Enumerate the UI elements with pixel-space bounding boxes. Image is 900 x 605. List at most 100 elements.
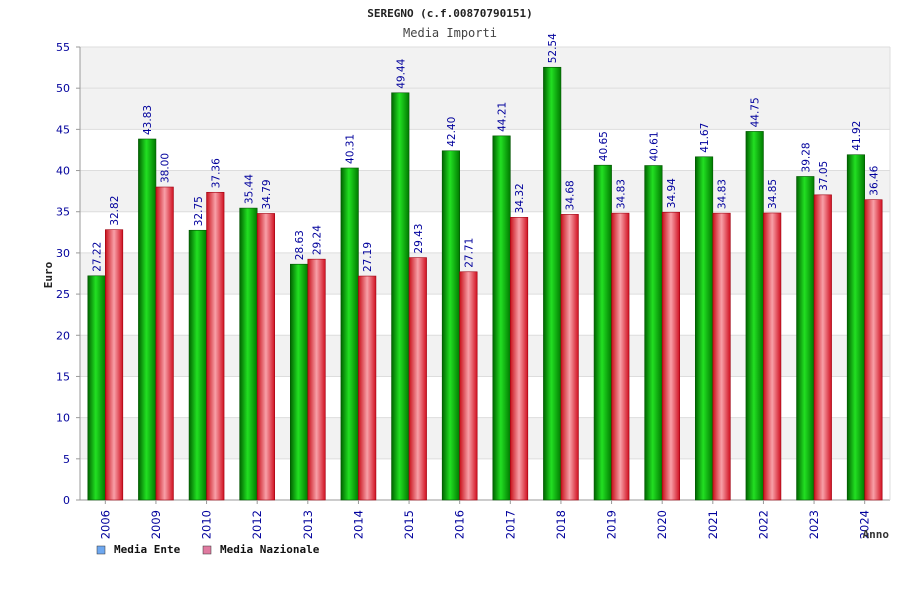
bar-media-nazionale-2017 bbox=[510, 217, 529, 501]
y-tick-label: 35 bbox=[56, 206, 70, 219]
y-tick-label: 50 bbox=[56, 82, 70, 95]
x-axis-ticks: 2006 2009 2010 2012 2013 2014 2015 2016 2017 2018… bbox=[98, 500, 872, 539]
x-tick-label-2017: 2017 bbox=[503, 510, 517, 539]
bar-media-nazionale-2012 bbox=[256, 213, 275, 501]
x-tick-label-2010: 2010 bbox=[200, 510, 214, 539]
legend-swatch-media-ente bbox=[96, 545, 106, 555]
value-label-media-ente-2020: 40.61 bbox=[648, 131, 660, 161]
grid-band bbox=[80, 88, 890, 130]
bar-media-nazionale-2019 bbox=[611, 212, 630, 501]
value-label-media-ente-2019: 40.65 bbox=[598, 131, 610, 161]
x-tick-label-2013: 2013 bbox=[301, 510, 315, 539]
bar-media-ente-2020 bbox=[644, 165, 663, 501]
bar-media-ente-2023 bbox=[796, 176, 815, 501]
x-tick-label-2015: 2015 bbox=[402, 510, 416, 539]
y-tick-label: 30 bbox=[56, 247, 70, 260]
bar-media-ente-2022 bbox=[745, 131, 764, 501]
y-tick-label: 5 bbox=[63, 453, 70, 466]
value-label-media-nazionale-2014: 27.19 bbox=[362, 242, 374, 272]
value-label-media-ente-2012: 35.44 bbox=[243, 174, 255, 204]
legend-item-media-ente: Media Ente bbox=[96, 543, 181, 556]
bar-media-nazionale-2020 bbox=[661, 211, 680, 501]
x-tick-label-2018: 2018 bbox=[554, 510, 568, 539]
bar-media-nazionale-2009 bbox=[155, 186, 174, 501]
value-label-media-ente-2022: 44.75 bbox=[750, 97, 762, 127]
legend-label-media-ente: Media Ente bbox=[114, 543, 181, 556]
x-tick-label-2019: 2019 bbox=[605, 510, 619, 539]
value-label-media-ente-2006: 27.22 bbox=[92, 242, 104, 272]
legend-swatch-media-nazionale bbox=[202, 545, 212, 555]
value-label-media-ente-2017: 44.21 bbox=[497, 102, 509, 132]
bar-media-nazionale-2023 bbox=[813, 194, 832, 501]
bar-media-ente-2016 bbox=[441, 150, 460, 501]
value-label-media-nazionale-2009: 38.00 bbox=[160, 153, 172, 183]
bar-media-nazionale-2015 bbox=[408, 257, 427, 501]
bar-media-ente-2018 bbox=[543, 66, 562, 501]
x-tick-label-2009: 2009 bbox=[149, 510, 163, 539]
y-tick-label: 15 bbox=[56, 370, 70, 383]
value-label-media-nazionale-2020: 34.94 bbox=[666, 178, 678, 208]
bar-media-nazionale-2006 bbox=[105, 229, 124, 501]
x-tick-label-2024: 2024 bbox=[858, 510, 872, 539]
bar-media-nazionale-2010 bbox=[206, 191, 225, 501]
bar-media-ente-2012 bbox=[239, 207, 258, 501]
value-label-media-nazionale-2024: 36.46 bbox=[868, 165, 880, 195]
bar-media-nazionale-2016 bbox=[459, 271, 478, 501]
bar-media-ente-2010 bbox=[188, 229, 207, 501]
value-label-media-nazionale-2017: 34.32 bbox=[514, 183, 526, 213]
grid-band bbox=[80, 47, 890, 89]
value-label-media-ente-2013: 28.63 bbox=[294, 230, 306, 260]
value-label-media-nazionale-2021: 34.83 bbox=[717, 179, 729, 209]
x-tick-label-2022: 2022 bbox=[756, 510, 770, 539]
value-label-media-nazionale-2023: 37.05 bbox=[818, 161, 830, 191]
y-tick-label: 10 bbox=[56, 412, 70, 425]
y-tick-label: 20 bbox=[56, 329, 70, 342]
bar-media-nazionale-2013 bbox=[307, 258, 326, 501]
bar-media-ente-2021 bbox=[695, 156, 714, 501]
x-tick-label-2014: 2014 bbox=[351, 510, 365, 539]
value-label-media-ente-2015: 49.44 bbox=[395, 58, 407, 88]
value-label-media-nazionale-2018: 34.68 bbox=[565, 180, 577, 210]
legend-item-media-nazionale: Media Nazionale bbox=[202, 543, 320, 556]
value-label-media-nazionale-2006: 32.82 bbox=[109, 196, 121, 226]
bar-series bbox=[87, 66, 883, 501]
x-tick-label-2021: 2021 bbox=[706, 510, 720, 539]
x-tick-label-2006: 2006 bbox=[98, 510, 112, 539]
value-labels: 27.22 32.82 43.83 38.00 32.75 37.36 35.44 34.79… bbox=[92, 33, 881, 272]
bar-media-nazionale-2014 bbox=[358, 275, 377, 501]
y-tick-label: 40 bbox=[56, 165, 70, 178]
value-label-media-ente-2021: 41.67 bbox=[699, 123, 711, 153]
value-label-media-ente-2016: 42.40 bbox=[446, 117, 458, 147]
x-tick-label-2012: 2012 bbox=[250, 510, 264, 539]
bar-media-ente-2015 bbox=[391, 92, 410, 501]
value-label-media-nazionale-2015: 29.43 bbox=[413, 224, 425, 254]
value-label-media-ente-2010: 32.75 bbox=[193, 196, 205, 226]
legend-label-media-nazionale: Media Nazionale bbox=[220, 543, 320, 556]
y-tick-label: 25 bbox=[56, 288, 70, 301]
bar-media-nazionale-2024 bbox=[864, 199, 883, 501]
bar-media-nazionale-2021 bbox=[712, 212, 731, 501]
y-axis-label: Euro bbox=[42, 261, 55, 288]
value-label-media-nazionale-2013: 29.24 bbox=[312, 225, 324, 255]
bar-media-ente-2019 bbox=[593, 164, 612, 501]
bar-media-ente-2014 bbox=[340, 167, 359, 501]
y-tick-label: 0 bbox=[63, 494, 70, 507]
bar-media-ente-2013 bbox=[290, 263, 309, 501]
bar-media-nazionale-2018 bbox=[560, 214, 579, 501]
value-label-media-ente-2023: 39.28 bbox=[800, 142, 812, 172]
value-label-media-ente-2009: 43.83 bbox=[142, 105, 154, 135]
x-tick-label-2020: 2020 bbox=[655, 510, 669, 539]
value-label-media-ente-2014: 40.31 bbox=[345, 134, 357, 164]
value-label-media-nazionale-2010: 37.36 bbox=[210, 158, 222, 188]
bar-media-ente-2017 bbox=[492, 135, 511, 501]
x-tick-label-2016: 2016 bbox=[453, 510, 467, 539]
x-tick-label-2023: 2023 bbox=[807, 510, 821, 539]
y-tick-label: 55 bbox=[56, 41, 70, 54]
x-axis-label: Anno bbox=[863, 528, 890, 541]
value-label-media-ente-2018: 52.54 bbox=[547, 33, 559, 63]
bar-media-ente-2009 bbox=[138, 138, 157, 501]
legend: Media Ente Media Nazionale bbox=[96, 543, 320, 556]
value-label-media-nazionale-2022: 34.85 bbox=[767, 179, 779, 209]
